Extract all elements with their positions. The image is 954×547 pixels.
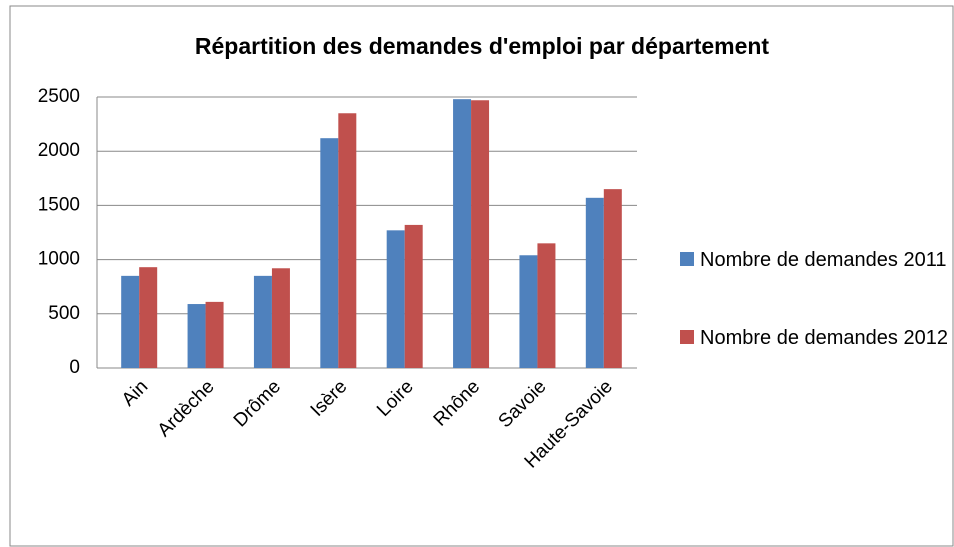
y-tick-label: 2000 xyxy=(38,140,80,161)
y-tick-label: 500 xyxy=(48,303,80,324)
bar xyxy=(320,138,339,368)
legend-swatch xyxy=(680,252,694,266)
chart-title: Répartition des demandes d'emploi par dé… xyxy=(195,33,770,59)
bar xyxy=(121,275,140,368)
bar xyxy=(453,99,472,368)
legend-entry: Nombre de demandes 2011 xyxy=(680,245,950,275)
y-tick-label: 1000 xyxy=(38,249,80,270)
bar xyxy=(519,255,538,368)
y-tick-label: 1500 xyxy=(38,194,80,215)
legend-label: Nombre de demandes 2011 xyxy=(700,249,947,271)
bar xyxy=(585,197,604,368)
y-tick-label: 0 xyxy=(69,357,80,378)
bar xyxy=(271,268,290,368)
bar xyxy=(404,224,423,368)
bar xyxy=(139,267,158,368)
bar xyxy=(386,230,405,368)
legend-swatch xyxy=(680,330,694,344)
bar xyxy=(471,100,490,368)
legend-entry: Nombre de demandes 2012 xyxy=(680,323,950,353)
legend-label: Nombre de demandes 2012 xyxy=(700,327,948,349)
bar xyxy=(253,275,272,368)
y-tick-label: 2500 xyxy=(38,86,80,107)
bar xyxy=(187,304,206,368)
bar xyxy=(338,113,357,368)
bar xyxy=(205,301,224,368)
bar xyxy=(603,189,622,368)
bar xyxy=(537,243,556,368)
